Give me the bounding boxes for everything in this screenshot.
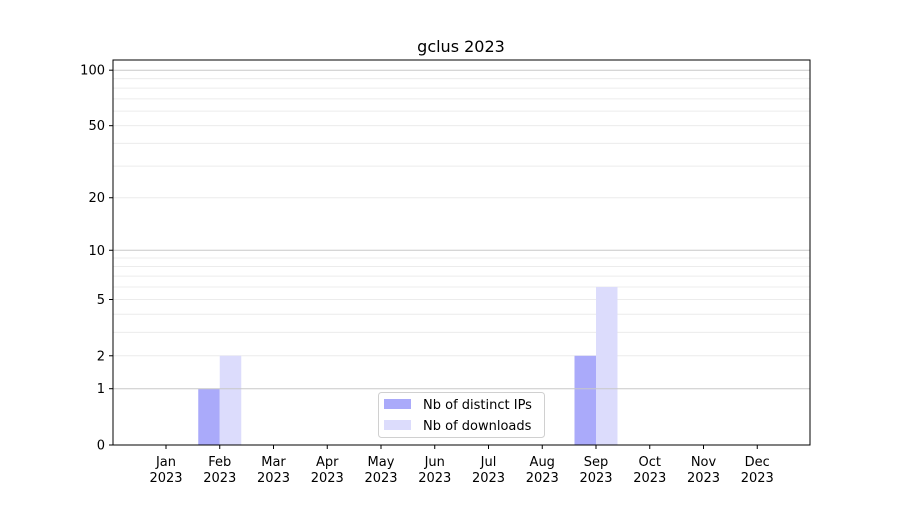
x-tick-label: Dec 2023 (741, 455, 774, 486)
y-tick-label: 0 (97, 439, 105, 454)
legend-label: Nb of distinct IPs (423, 398, 532, 413)
x-tick-label: Sep 2023 (579, 455, 612, 486)
bar-distinct-ips (198, 388, 220, 445)
legend: Nb of distinct IPs Nb of downloads (378, 392, 545, 438)
plot-frame (112, 59, 811, 446)
y-tick-label: 2 (97, 349, 105, 364)
x-tick-label: Oct 2023 (633, 455, 666, 486)
x-tick-label: Mar 2023 (257, 455, 290, 486)
y-tick-label: 1 (97, 382, 105, 397)
bar-downloads (219, 355, 242, 445)
y-tick-label: 100 (80, 64, 105, 79)
x-tick-label: Nov 2023 (687, 455, 720, 486)
y-tick-label: 5 (97, 293, 105, 308)
bar-distinct-ips (574, 355, 596, 445)
legend-swatch (384, 399, 411, 409)
y-tick-label: 10 (88, 244, 105, 259)
bar-downloads (596, 286, 618, 445)
x-tick-label: Jul 2023 (472, 455, 505, 486)
legend-swatch (384, 420, 411, 430)
x-tick-label: Apr 2023 (311, 455, 344, 486)
x-tick-label: Jan 2023 (149, 455, 182, 486)
x-tick-label: Feb 2023 (203, 455, 236, 486)
legend-box (378, 392, 545, 438)
x-tick-label: Aug 2023 (526, 455, 559, 486)
y-tick-label: 50 (88, 119, 105, 134)
chart-title: gclus 2023 (417, 37, 505, 56)
x-tick-label: May 2023 (364, 455, 397, 486)
legend-label: Nb of downloads (423, 419, 532, 434)
y-tick-label: 20 (88, 191, 105, 206)
x-tick-label: Jun 2023 (418, 455, 451, 486)
